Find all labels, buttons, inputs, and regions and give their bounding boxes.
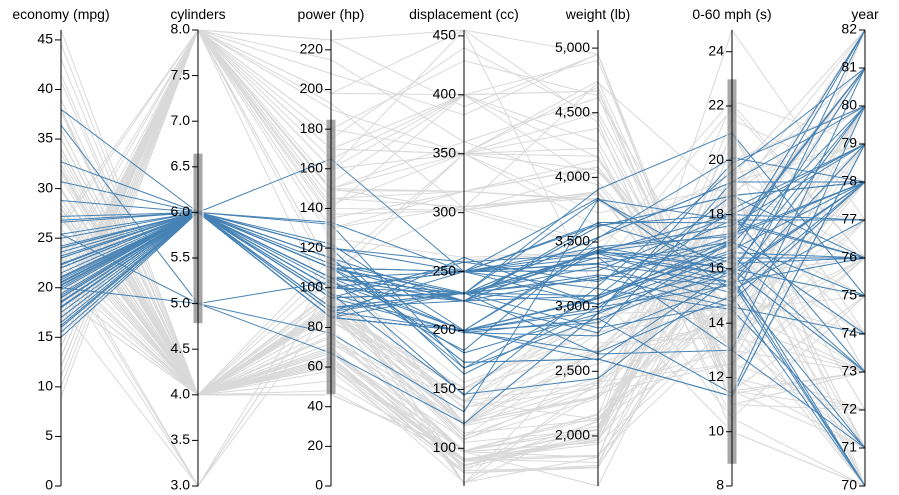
tick-label: 100	[433, 439, 457, 455]
tick-label: 120	[300, 239, 324, 255]
tick-label: 12	[708, 368, 724, 384]
tick-label: 70	[841, 477, 857, 493]
tick-label: 6.5	[171, 158, 191, 174]
tick-label: 45	[37, 31, 53, 47]
tick-label: 450	[433, 27, 457, 43]
tick-label: 250	[433, 262, 457, 278]
tick-label: 82	[841, 21, 857, 37]
axis-title-power[interactable]: power (hp)	[298, 6, 365, 22]
tick-label: 8	[716, 477, 724, 493]
axes: 0 5 10 15 20 25 30 35 40 45 economy (mpg) 3.0 3.5 4.0…	[12, 6, 879, 493]
tick-label: 5.5	[171, 249, 191, 265]
tick-label: 160	[300, 159, 324, 175]
axis-title-year[interactable]: year	[851, 6, 879, 22]
tick-label: 10	[37, 378, 53, 394]
tick-label: 18	[708, 205, 724, 221]
tick-label: 20	[708, 151, 724, 167]
tick-label: 2,500	[555, 362, 590, 378]
axis-title-weight[interactable]: weight (lb)	[565, 6, 631, 22]
tick-label: 0	[45, 477, 53, 493]
tick-label: 78	[841, 173, 857, 189]
tick-label: 20	[307, 437, 323, 453]
tick-label: 40	[307, 397, 323, 413]
tick-label: 74	[841, 325, 857, 341]
tick-label: 140	[300, 199, 324, 215]
axis-acceleration: 8 10 12 14 16 18 20 22 24 0-60 mph (s)	[692, 6, 771, 493]
axis-title-cylinders[interactable]: cylinders	[170, 6, 225, 22]
axis-weight: 2,000 2,500 3,000 3,500 4,000 4,500 5,000 weigh…	[555, 6, 630, 486]
tick-label: 10	[708, 422, 724, 438]
tick-label: 3.0	[171, 477, 191, 493]
tick-label: 77	[841, 211, 857, 227]
axis-economy: 0 5 10 15 20 25 30 35 40 45 economy (mpg)	[12, 6, 109, 493]
tick-label: 72	[841, 401, 857, 417]
tick-label: 150	[433, 380, 457, 396]
tick-label: 40	[37, 80, 53, 96]
tick-label: 200	[300, 80, 324, 96]
tick-label: 71	[841, 439, 857, 455]
tick-label: 3.5	[171, 431, 191, 447]
tick-label: 16	[708, 260, 724, 276]
tick-label: 14	[708, 314, 724, 330]
tick-label: 3,000	[555, 297, 590, 313]
axis-power: 0 20 40 60 80 100 120 140 160 180 200 220 power (hp)	[298, 6, 365, 493]
tick-label: 220	[300, 41, 324, 57]
selected-line	[60, 181, 866, 308]
tick-label: 30	[37, 179, 53, 195]
tick-label: 5	[45, 427, 53, 443]
tick-label: 60	[307, 358, 323, 374]
tick-label: 3,500	[555, 233, 590, 249]
tick-label: 24	[708, 42, 724, 58]
tick-label: 25	[37, 229, 53, 245]
tick-label: 350	[433, 144, 457, 160]
tick-label: 4,500	[555, 103, 590, 119]
tick-label: 400	[433, 86, 457, 102]
tick-label: 5.0	[171, 294, 191, 310]
axis-title-displacement[interactable]: displacement (cc)	[409, 6, 519, 22]
tick-label: 4,000	[555, 168, 590, 184]
tick-label: 75	[841, 287, 857, 303]
tick-label: 35	[37, 130, 53, 146]
selected-line	[60, 67, 866, 332]
tick-label: 0	[315, 477, 323, 493]
axis-title-acceleration[interactable]: 0-60 mph (s)	[692, 6, 771, 22]
tick-label: 8.0	[171, 21, 191, 37]
tick-label: 22	[708, 97, 724, 113]
tick-label: 100	[300, 278, 324, 294]
tick-label: 76	[841, 249, 857, 265]
tick-label: 80	[307, 318, 323, 334]
background-line	[60, 208, 866, 449]
tick-label: 300	[433, 203, 457, 219]
tick-label: 200	[433, 321, 457, 337]
tick-label: 20	[37, 278, 53, 294]
background-line	[60, 67, 866, 472]
tick-label: 7.0	[171, 112, 191, 128]
tick-label: 5,000	[555, 39, 590, 55]
tick-label: 80	[841, 97, 857, 113]
tick-label: 180	[300, 120, 324, 136]
tick-label: 79	[841, 135, 857, 151]
tick-label: 81	[841, 59, 857, 75]
tick-label: 4.5	[171, 340, 191, 356]
axis-cylinders: 3.0 3.5 4.0 4.5 5.0 5.5 6.0 6.5 7.0 7.5 8.0cylinde…	[170, 6, 225, 493]
selected-line	[60, 67, 866, 332]
tick-label: 7.5	[171, 66, 191, 82]
tick-label: 6.0	[171, 203, 191, 219]
tick-label: 2,000	[555, 427, 590, 443]
tick-label: 73	[841, 363, 857, 379]
axis-title-economy[interactable]: economy (mpg)	[12, 6, 109, 22]
tick-label: 4.0	[171, 386, 191, 402]
axis-displacement: 100 150 200 250 300 350 400 450 displacement (cc…	[409, 6, 519, 486]
tick-label: 15	[37, 328, 53, 344]
